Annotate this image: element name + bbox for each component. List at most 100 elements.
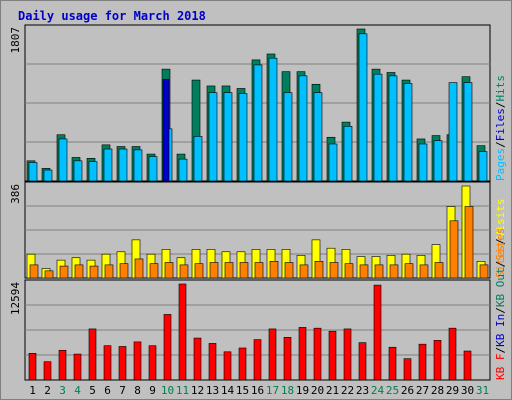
kbytes-bar — [388, 346, 397, 381]
visits-legend-item: Visits — [494, 199, 507, 239]
kbytes-legend-item: / — [494, 347, 507, 354]
day-label: 1 — [29, 384, 36, 397]
sites-bar — [89, 265, 99, 279]
files-bar — [388, 75, 398, 182]
visits-legend-item: / — [494, 238, 507, 245]
kbytes-legend-item: KB Out — [494, 267, 507, 307]
day-label: 27 — [416, 384, 429, 397]
sites-bar — [254, 262, 264, 279]
files-bar — [133, 149, 143, 182]
files-bar — [118, 148, 128, 182]
files-bar — [283, 92, 293, 182]
kbytes-bar — [328, 330, 337, 381]
kbytes-bar — [28, 353, 37, 381]
day-label: 16 — [251, 384, 264, 397]
day-label: 26 — [401, 384, 414, 397]
visits-panel — [24, 181, 491, 279]
files-bar — [268, 57, 278, 182]
day-label: 25 — [386, 384, 399, 397]
sites-bar — [419, 264, 429, 279]
kbytes-legend-item: / — [494, 307, 507, 314]
files-bar — [223, 92, 233, 182]
day-label: 4 — [74, 384, 81, 397]
sites-bar — [269, 261, 279, 279]
day-label: 10 — [161, 384, 174, 397]
pages-bar — [162, 78, 170, 182]
day-label: 12 — [191, 384, 204, 397]
kbytes-legend: KB F/KB In/KB Out/Sites — [494, 228, 507, 380]
kbytes-bar — [118, 346, 127, 381]
files-bar — [148, 156, 158, 182]
kbytes-bar — [88, 328, 97, 381]
day-label: 5 — [89, 384, 96, 397]
day-label: 18 — [281, 384, 294, 397]
sites-bar — [194, 263, 204, 279]
files-bar — [178, 158, 188, 182]
chart-title: Daily usage for March 2018 — [18, 9, 206, 23]
visits-legend-text: Sites/Visits — [494, 199, 507, 279]
files-bar — [103, 148, 113, 182]
kbytes-bar — [103, 345, 112, 381]
kbytes-bar — [373, 284, 382, 381]
sites-bar — [314, 261, 324, 279]
day-label: 3 — [59, 384, 66, 397]
files-bar — [433, 140, 443, 182]
day-label: 17 — [266, 384, 279, 397]
sites-bar — [74, 264, 84, 279]
hits-legend-item: Pages — [494, 148, 507, 181]
sites-bar — [239, 262, 249, 279]
sites-bar — [179, 264, 189, 279]
day-label: 19 — [296, 384, 309, 397]
kbytes-bar — [178, 283, 187, 381]
visits-legend: Sites/Visits — [494, 199, 507, 279]
day-label: 30 — [461, 384, 474, 397]
day-label: 31 — [476, 384, 489, 397]
files-bar — [88, 161, 98, 182]
kbytes-bar — [193, 337, 202, 381]
kbytes-bar — [238, 347, 247, 381]
sites-bar — [284, 262, 294, 279]
day-label: 13 — [206, 384, 219, 397]
files-bar — [448, 82, 458, 182]
sites-bar — [149, 263, 159, 279]
hits-ymax-label: 1807 — [9, 27, 22, 54]
kbytes-bar — [433, 340, 442, 381]
kbytes-bar — [58, 349, 67, 381]
day-label: 7 — [119, 384, 126, 397]
kbytes-bar — [313, 327, 322, 381]
sites-bar — [29, 264, 39, 279]
sites-bar — [104, 264, 114, 279]
day-label: 24 — [371, 384, 385, 397]
sites-bar — [134, 258, 144, 279]
day-axis-labels: 1 2 3 4 5 6 7 8 9 10 11 12 13 14 15 16 17 18 19 20 21 22 23 24 2… — [29, 384, 489, 397]
files-bar — [358, 33, 368, 182]
kbytes-bar — [343, 328, 352, 381]
sites-bar — [374, 264, 384, 279]
day-label: 29 — [446, 384, 459, 397]
day-label: 20 — [311, 384, 324, 397]
kbytes-bar — [448, 327, 457, 381]
files-bar — [373, 73, 383, 182]
kbytes-bar — [418, 343, 427, 381]
day-label: 6 — [104, 384, 111, 397]
kbytes-bar — [208, 343, 217, 381]
kbytes-legend-text: KB F/KB In/KB Out/Sites — [494, 228, 507, 380]
files-bar — [418, 143, 428, 182]
kbytes-legend-item: KB In — [494, 314, 507, 347]
sites-bar — [44, 270, 54, 279]
hits-panel — [24, 24, 491, 182]
day-label: 11 — [176, 384, 189, 397]
kbytes-legend-item: Sites — [494, 228, 507, 261]
files-bar — [343, 126, 353, 182]
kbytes-legend-item: KB F — [494, 354, 507, 381]
files-bar — [313, 92, 323, 182]
sites-bar — [464, 206, 474, 279]
sites-bar — [404, 263, 414, 279]
day-label: 14 — [221, 384, 235, 397]
sites-bar — [119, 263, 129, 279]
sites-bar — [389, 264, 399, 279]
hits-legend-item: / — [494, 141, 507, 148]
kbytes-legend-item: / — [494, 261, 507, 268]
hits-legend-item: / — [494, 102, 507, 109]
